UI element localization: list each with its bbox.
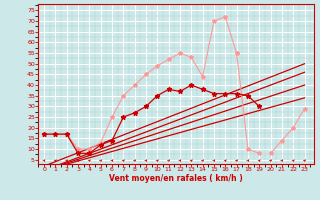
X-axis label: Vent moyen/en rafales ( km/h ): Vent moyen/en rafales ( km/h ) — [109, 174, 243, 183]
